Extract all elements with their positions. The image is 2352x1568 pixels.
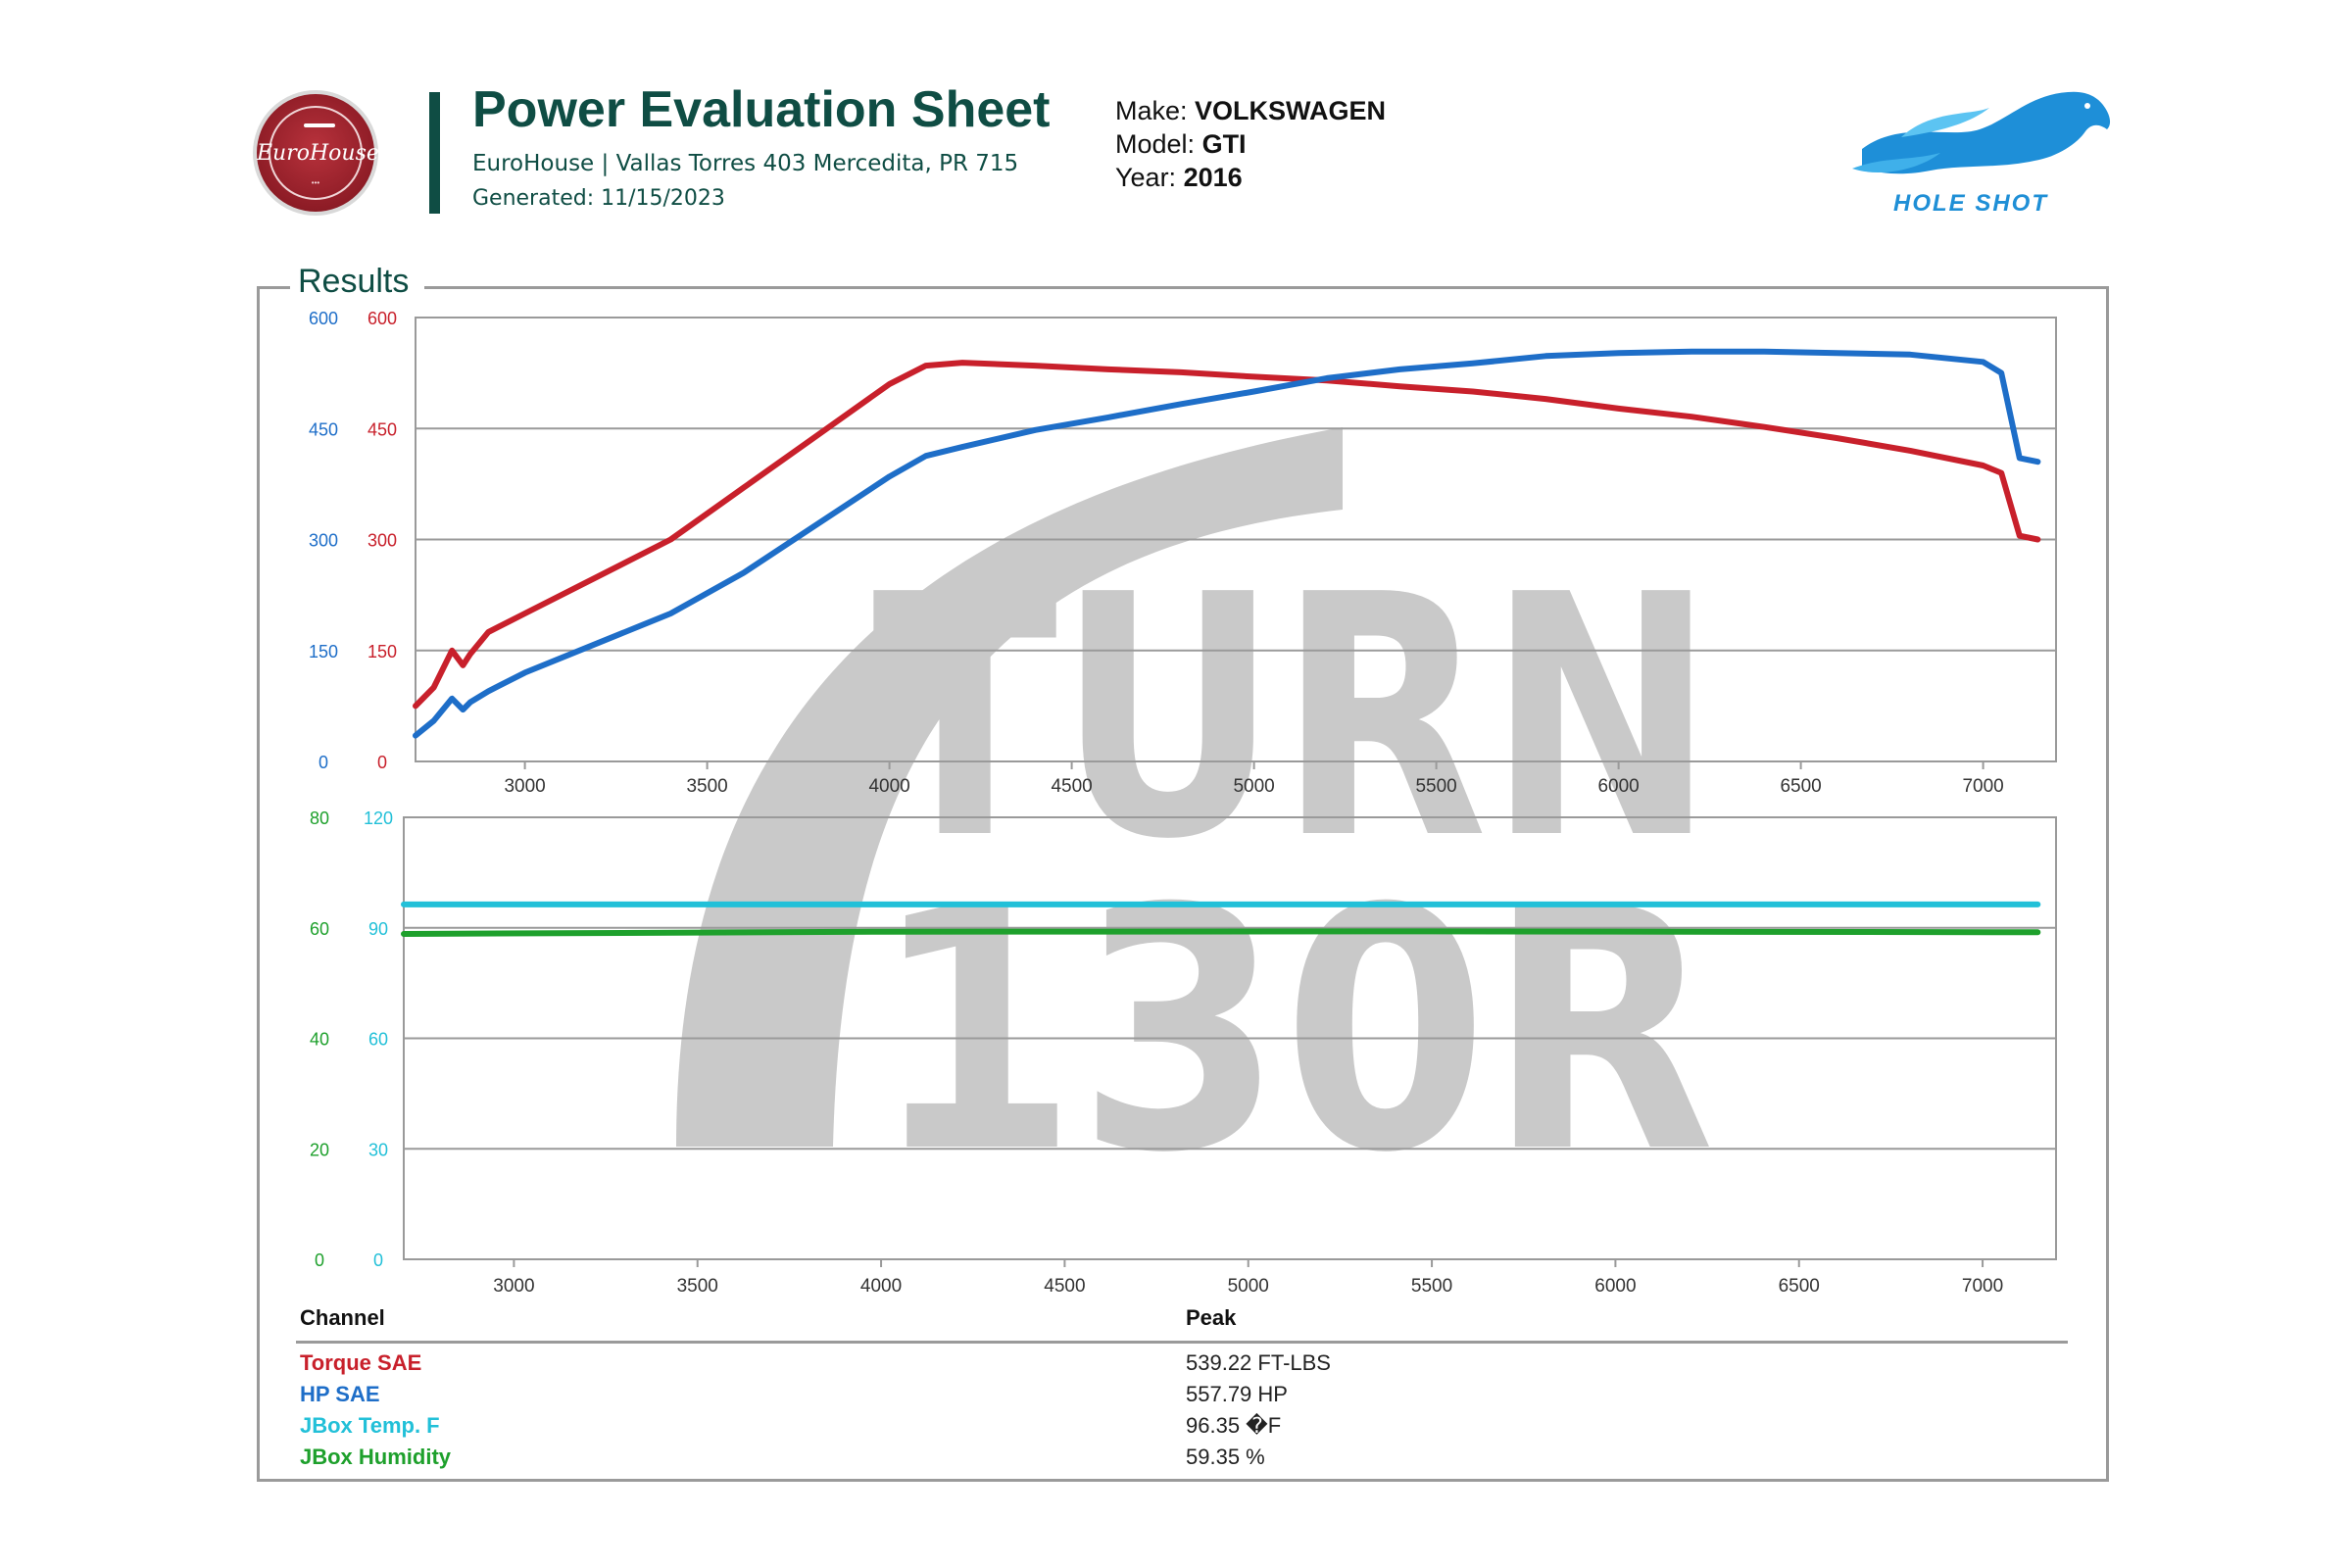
vehicle-model-row: Model: GTI: [1115, 127, 1386, 161]
watermark-line2: 130R: [872, 838, 1715, 1226]
y-tick-label: 150: [309, 642, 338, 662]
table-channel-cell: Torque SAE: [300, 1350, 422, 1375]
wrench-icon: [304, 123, 335, 127]
x-tick-label: 3000: [504, 776, 545, 797]
x-tick-label: 4000: [868, 776, 909, 797]
table-peak-cell: 539.22 FT-LBS: [1186, 1350, 1331, 1375]
eurohouse-logo: EuroHouse •••: [253, 90, 379, 216]
horse-icon: [1852, 91, 2111, 174]
horse-logo: HOLE SHOT: [1842, 80, 2127, 227]
y-tick-label: 150: [368, 642, 397, 662]
logo-subtext: •••: [311, 178, 320, 187]
x-tick-label: 6500: [1779, 1276, 1820, 1297]
year-value: 2016: [1183, 163, 1243, 192]
table-header-rule: [296, 1341, 2068, 1344]
eurohouse-logo-text: EuroHouse: [257, 141, 379, 166]
x-tick-label: 6000: [1594, 1276, 1636, 1297]
series-line-hp-sae: [413, 348, 2041, 739]
y-tick-label: 60: [310, 919, 329, 939]
y-tick-label: 40: [310, 1030, 329, 1050]
header-divider: [429, 92, 440, 214]
year-label: Year:: [1115, 163, 1177, 192]
model-label: Model:: [1115, 129, 1196, 159]
shop-address: EuroHouse | Vallas Torres 403 Mercedita,…: [472, 151, 1019, 176]
weather-chart: 80 60 40 20 0 120 90 60 30 0 3000 3500 4000 4500 5000 5…: [310, 808, 2057, 1297]
y-tick-label: 60: [368, 1030, 388, 1050]
vehicle-info: Make: VOLKSWAGEN Model: GTI Year: 2016: [1115, 94, 1386, 194]
watermark-line1: TURN: [872, 524, 1715, 912]
y-tick-label: 600: [309, 309, 338, 328]
x-tick-label: 7000: [1962, 776, 2003, 797]
y-tick-label: 80: [310, 808, 329, 828]
x-tick-label: 6500: [1780, 776, 1821, 797]
page-title: Power Evaluation Sheet: [472, 81, 1051, 138]
logo-ring: [269, 106, 363, 200]
power-torque-chart: 600 450 300 150 0 600 450 300 150 0 3000 3500 4000 45…: [309, 309, 2057, 797]
table-channel-cell: JBox Humidity: [300, 1445, 452, 1469]
x-tick-label: 4500: [1051, 776, 1092, 797]
x-tick-label: 5500: [1411, 1276, 1452, 1297]
turn130r-watermark: TURN 130R: [676, 427, 1715, 1226]
vehicle-year-row: Year: 2016: [1115, 161, 1386, 194]
vehicle-make-row: Make: VOLKSWAGEN: [1115, 94, 1386, 127]
results-label: Results: [290, 263, 425, 301]
results-panel: [257, 286, 2109, 1482]
table-channel-cell: HP SAE: [300, 1382, 380, 1406]
x-tick-label: 7000: [1962, 1276, 2003, 1297]
x-tick-label: 3000: [493, 1276, 534, 1297]
x-tick-label: 5000: [1228, 1276, 1269, 1297]
peak-header: Peak: [1186, 1305, 1237, 1330]
y-tick-label: 300: [368, 531, 397, 551]
table-peak-cell: 557.79 HP: [1186, 1382, 1288, 1406]
y-tick-label: 0: [315, 1250, 324, 1270]
model-value: GTI: [1201, 129, 1247, 159]
table-peak-cell: 96.35 �F: [1186, 1413, 1282, 1438]
y-tick-label: 0: [318, 753, 328, 772]
watermark-arc: [676, 427, 1343, 1147]
y-tick-label: 450: [368, 419, 397, 439]
table-peak-cell: 59.35 %: [1186, 1445, 1265, 1469]
generated-date: Generated: 11/15/2023: [472, 186, 725, 211]
y-tick-label: 600: [368, 309, 397, 328]
x-tick-label: 3500: [677, 1276, 718, 1297]
y-tick-label: 20: [310, 1140, 329, 1159]
x-tick-label: 5500: [1415, 776, 1456, 797]
hole-shot-brand: HOLE SHOT: [1893, 190, 2049, 217]
series-line-torque-sae: [413, 360, 2041, 710]
table-channel-cell: JBox Temp. F: [300, 1413, 440, 1438]
y-tick-label: 30: [368, 1140, 388, 1159]
make-value: VOLKSWAGEN: [1195, 96, 1387, 125]
y-tick-label: 450: [309, 419, 338, 439]
y-tick-label: 0: [377, 753, 387, 772]
channel-header: Channel: [300, 1305, 385, 1330]
x-tick-label: 3500: [686, 776, 727, 797]
y-tick-label: 90: [368, 919, 388, 939]
x-tick-label: 4500: [1044, 1276, 1085, 1297]
x-tick-label: 4000: [860, 1276, 902, 1297]
x-tick-label: 6000: [1597, 776, 1639, 797]
y-tick-label: 120: [364, 808, 393, 828]
series-line-jbox-humidity: [401, 928, 2041, 937]
y-tick-label: 300: [309, 531, 338, 551]
x-tick-label: 5000: [1233, 776, 1274, 797]
y-tick-label: 0: [373, 1250, 383, 1270]
make-label: Make:: [1115, 96, 1188, 125]
